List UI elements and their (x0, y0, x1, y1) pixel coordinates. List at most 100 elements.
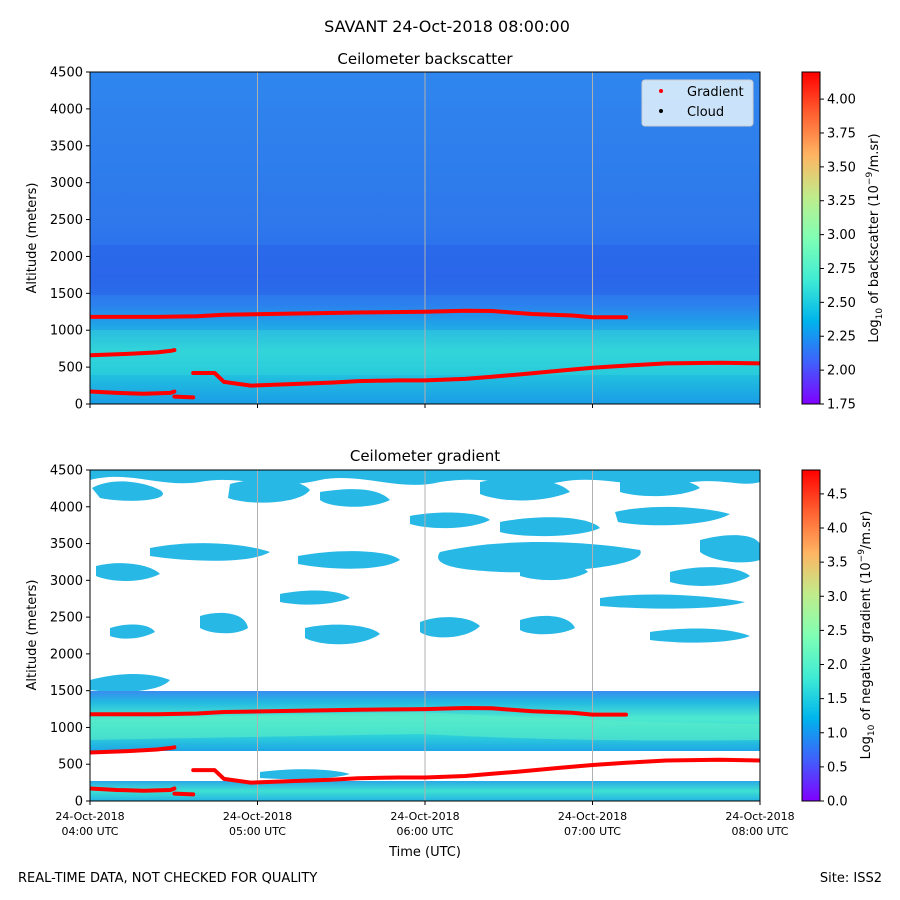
patch-row-21 (420, 617, 480, 638)
gradient-marker-segment (172, 791, 196, 797)
colorbar-tick-label: 0.5 (827, 760, 848, 775)
colorbar-tick-label: 2.25 (827, 330, 856, 345)
y-tick-label: 1500 (50, 287, 83, 302)
legend-gradient-marker (659, 89, 663, 93)
y-tick-label: 1000 (50, 324, 83, 339)
y-tick-label: 2500 (50, 213, 83, 228)
patch-row-6 (615, 506, 730, 526)
x-tick-date: 24-Oct-2018 (223, 810, 292, 823)
gradient-marker-segment (90, 389, 177, 396)
bottom-x-axis: 24-Oct-2018 04:00 UTC 24-Oct-2018 05:00 UTC… (55, 801, 795, 838)
patch-row-3 (320, 489, 390, 507)
bottom-y-axis-label: Altitude (meters) (25, 580, 40, 691)
patch-row-8 (500, 517, 600, 537)
y-tick-label: 0 (75, 398, 83, 413)
bottom-colorbar (801, 469, 821, 802)
patch-row-23 (650, 628, 750, 643)
patch-row-18 (110, 624, 155, 639)
y-tick-label: 500 (58, 758, 83, 773)
x-tick-date: 24-Oct-2018 (725, 810, 794, 823)
gradient-marker-segment (172, 394, 196, 400)
colorbar-tick-label: 0.0 (827, 795, 848, 810)
legend-box (641, 79, 754, 127)
x-tick-time: 07:00 UTC (564, 825, 621, 838)
patch-row-17 (600, 594, 745, 609)
top-y-axis: 0 500 1000 1500 2000 2500 3000 3500 4000 4500 (50, 66, 90, 413)
patch-row-20 (305, 624, 380, 645)
y-tick-label: 1500 (50, 684, 83, 699)
top-x-gridlines (257, 72, 593, 404)
y-tick-label: 0 (75, 795, 83, 810)
top-colorbar-label: Log10 of backscatter (10−9/m.sr) (865, 133, 885, 342)
y-tick-label: 4500 (50, 66, 83, 81)
x-tick-date: 24-Oct-2018 (390, 810, 459, 823)
y-tick-label: 4000 (50, 102, 83, 117)
gradient-marker-segment (90, 308, 628, 320)
legend-cloud-marker (659, 109, 663, 113)
bottom-colorbar-ticks: 0.0 0.5 1.0 1.5 2.0 2.5 3.0 3.5 4.0 4.5 (820, 487, 848, 810)
legend-gradient-label: Gradient (687, 85, 744, 100)
colorbar-tick-label: 4.0 (827, 522, 848, 537)
top-y-axis-label: Altitude (meters) (25, 183, 40, 294)
x-tick-date: 24-Oct-2018 (558, 810, 627, 823)
patch-row-2 (228, 479, 310, 503)
low-patch (260, 769, 350, 780)
legend-cloud-label: Cloud (687, 105, 724, 120)
y-tick-label: 4500 (50, 464, 83, 479)
colorbar-tick-label: 4.5 (827, 487, 848, 502)
colorbar-tick-label: 2.75 (827, 262, 856, 277)
patch-row-4 (480, 478, 570, 501)
bottom-x-axis-label: Time (UTC) (388, 845, 461, 860)
legend: Gradient Cloud (641, 79, 754, 127)
patch-row-22 (520, 615, 575, 635)
footer-disclaimer: REAL-TIME DATA, NOT CHECKED FOR QUALITY (18, 871, 317, 886)
bottom-colorbar-label: Log10 of negative gradient (10−9/m.sr) (857, 511, 877, 760)
gradient-marker-segment (191, 757, 760, 785)
patch-row-5 (620, 478, 700, 497)
colorbar-tick-label: 2.50 (827, 296, 856, 311)
gradient-marker-segment (191, 360, 760, 388)
patch-row-16 (280, 590, 350, 605)
patch-row-19 (200, 612, 248, 634)
patch-row-1 (92, 481, 163, 501)
y-tick-label: 3500 (50, 537, 83, 552)
colorbar-tick-label: 1.5 (827, 692, 848, 707)
colorbar-tick-label: 1.0 (827, 726, 848, 741)
y-tick-label: 2000 (50, 647, 83, 662)
y-tick-label: 3000 (50, 574, 83, 589)
bottom-y-axis: 0 500 1000 1500 2000 2500 3000 3500 4000 4500 (50, 464, 90, 810)
top-panel-title: Ceilometer backscatter (337, 50, 513, 68)
top-x-axis (89, 404, 761, 408)
colorbar-tick-label: 2.0 (827, 658, 848, 673)
y-tick-label: 1000 (50, 721, 83, 736)
patch-row-14 (520, 562, 588, 581)
y-tick-label: 2500 (50, 611, 83, 626)
top-colorbar-ticks: 1.75 2.00 2.25 2.50 2.75 3.00 3.25 3.50 3.75 4.00 (820, 93, 856, 413)
patch-row-12 (700, 535, 760, 563)
x-tick-time: 04:00 UTC (61, 825, 118, 838)
top-gradient-markers (90, 308, 760, 400)
bottom-x-gridlines (257, 470, 593, 801)
patch-row-9 (150, 543, 270, 561)
x-tick-date: 24-Oct-2018 (55, 810, 124, 823)
colorbar-tick-label: 3.25 (827, 194, 856, 209)
footer-site: Site: ISS2 (820, 871, 882, 886)
y-tick-label: 500 (58, 361, 83, 376)
patch-row-10 (438, 542, 641, 573)
gradient-marker-segment (90, 348, 177, 358)
patch-row-13 (96, 563, 160, 581)
x-tick-time: 06:00 UTC (396, 825, 453, 838)
figure-title: SAVANT 24-Oct-2018 08:00:00 (324, 17, 570, 36)
gradient-marker-segment (90, 786, 177, 793)
y-tick-label: 3000 (50, 176, 83, 191)
gradient-marker-segment (90, 745, 177, 755)
bottom-panel-title: Ceilometer gradient (350, 447, 500, 465)
colorbar-tick-label: 3.5 (827, 556, 848, 571)
patch-row-11 (298, 551, 400, 569)
y-tick-label: 3500 (50, 139, 83, 154)
colorbar-tick-label: 3.00 (827, 228, 856, 243)
patch-row-24 (90, 674, 170, 692)
colorbar-tick-label: 2.5 (827, 624, 848, 639)
colorbar-tick-label: 4.00 (827, 93, 856, 108)
